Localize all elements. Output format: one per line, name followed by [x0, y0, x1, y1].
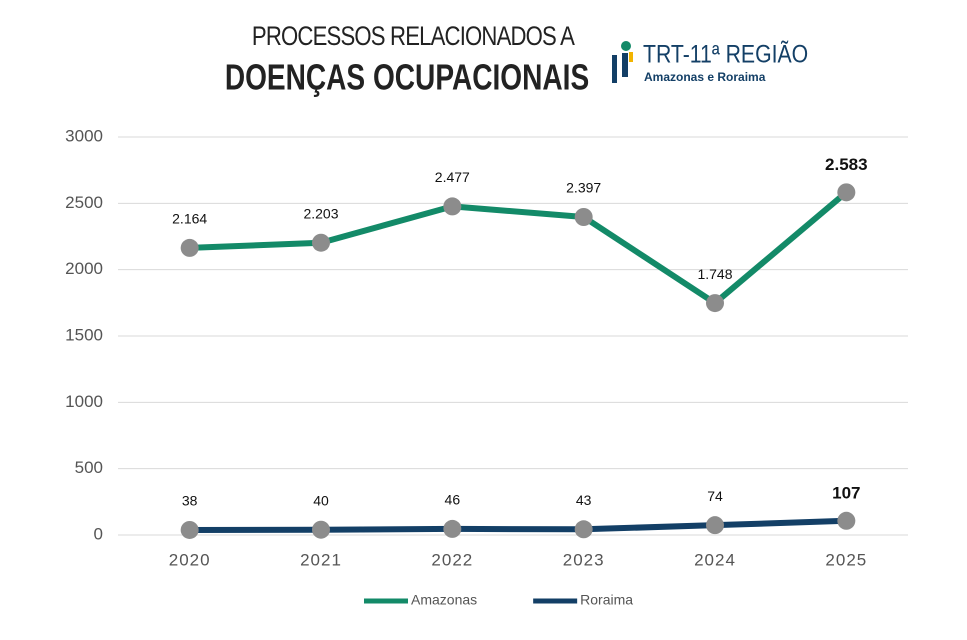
x-tick-label: 2021: [300, 550, 342, 569]
value-label: 107: [832, 483, 860, 502]
point-marker: [312, 233, 330, 252]
y-tick-label: 500: [75, 458, 103, 477]
x-tick-label: 2023: [563, 550, 605, 569]
point-marker: [574, 207, 593, 226]
point-marker: [180, 520, 199, 539]
x-tick-label: 2024: [694, 550, 736, 569]
value-label: 2.477: [435, 169, 470, 185]
series-line: [189, 517, 847, 533]
y-tick-label: 0: [94, 524, 103, 543]
point-marker: [837, 511, 856, 530]
point-marker: [312, 520, 330, 539]
chart-subtitle: PROCESSOS RELACIONADOS A: [252, 22, 575, 52]
value-label: 74: [707, 488, 723, 504]
point-marker: [443, 197, 462, 216]
x-tick-label: 2025: [825, 550, 867, 569]
point-marker: [706, 516, 724, 535]
value-label: 38: [182, 493, 198, 509]
point-marker: [443, 519, 462, 538]
value-label: 1.748: [697, 266, 732, 282]
y-tick-label: 1000: [65, 392, 103, 411]
value-label: 40: [313, 492, 329, 508]
value-label: 2.397: [566, 180, 601, 196]
logo-title: TRT-11ª REGIÃO: [643, 40, 808, 68]
point-marker: [180, 238, 199, 257]
x-tick-label: 2020: [169, 550, 211, 569]
value-label: 2.203: [303, 205, 338, 221]
y-tick-label: 2000: [65, 259, 103, 278]
point-marker: [706, 294, 724, 313]
y-tick-label: 3000: [65, 126, 103, 145]
logo-dot: [621, 41, 631, 51]
chart-title: DOENÇAS OCUPACIONAIS: [225, 57, 589, 97]
legend-label: Roraima: [580, 592, 633, 608]
value-label: 43: [576, 492, 592, 508]
y-tick-label: 2500: [65, 193, 103, 212]
logo-bar: [612, 55, 617, 83]
x-tick-label: 2022: [431, 550, 473, 569]
y-tick-label: 1500: [65, 325, 103, 344]
point-marker: [574, 520, 593, 539]
logo-bar: [629, 52, 633, 62]
value-label: 46: [445, 492, 461, 508]
logo-bar: [622, 53, 628, 77]
legend-label: Amazonas: [411, 592, 477, 608]
value-label: 2.164: [172, 211, 207, 227]
series-line: [189, 190, 849, 307]
logo-subtitle: Amazonas e Roraima: [644, 70, 766, 84]
logo: TRT-11ª REGIÃO Amazonas e Roraima: [612, 40, 808, 84]
value-label: 2.583: [825, 155, 868, 174]
point-marker: [837, 183, 856, 202]
